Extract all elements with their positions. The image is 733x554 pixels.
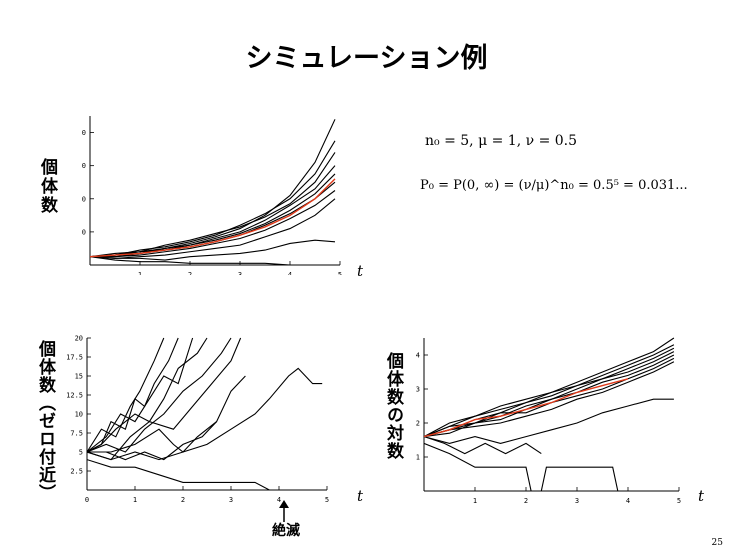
y-tick-label: 60 (82, 162, 86, 170)
series-line-8 (90, 198, 336, 259)
series-line-6 (90, 181, 336, 258)
y-tick-label: 40 (82, 195, 86, 203)
series-line-9 (87, 421, 217, 461)
y-tick-label: 15 (75, 373, 83, 381)
y-tick-label: 12.5 (66, 392, 83, 400)
series-line-2 (424, 344, 675, 438)
series-line-5 (87, 337, 232, 453)
x-tick-label: 1 (133, 496, 137, 504)
series-line-10 (90, 256, 300, 265)
x-tick-label: 3 (238, 271, 242, 275)
series-line-7 (90, 190, 336, 258)
y-tick-label: 5 (79, 449, 83, 457)
series-line-11 (90, 178, 336, 258)
series-line-11 (424, 378, 629, 438)
series-line-2 (87, 337, 179, 453)
x-tick-label: 4 (288, 271, 292, 275)
chart-population-near-zero: 0 1 2 3 4 5 2.5 5 7.5 10 12.5 15 17.5 20 (66, 335, 329, 505)
x-tick-label: 1 (138, 271, 142, 275)
x-tick-label: 2 (188, 271, 192, 275)
chart3-ylabel-text: 個体数の対数 (383, 352, 403, 460)
params-text: n₀ = 5, μ = 1, ν = 0.5 (425, 133, 578, 149)
page-number: 25 (711, 538, 723, 548)
chart3-xlabel: t (698, 487, 705, 505)
series-line-1 (87, 337, 165, 453)
series-line-8 (87, 367, 323, 461)
chart2-ylabel-text: 個体数（ゼロ付近） (35, 340, 55, 502)
x-tick-label: 2 (181, 496, 185, 504)
x-tick-label: 3 (229, 496, 233, 504)
y-tick-label: 2.5 (70, 468, 83, 476)
arrow-up-icon (279, 500, 289, 522)
x-tick-label: 2 (524, 497, 528, 505)
y-tick-label: 80 (82, 129, 86, 137)
y-tick-label: 2 (416, 420, 420, 428)
x-tick-label: 3 (575, 497, 579, 505)
chart2-ylabel: 個体数（ゼロ付近） (35, 340, 55, 502)
y-tick-label: 1 (416, 454, 420, 462)
x-tick-label: 0 (85, 496, 89, 504)
extinction-probability-formula: P₀ = P(0, ∞) = (ν/μ)^n₀ = 0.5⁵ = 0.031..… (420, 178, 688, 193)
x-tick-label: 4 (277, 496, 281, 504)
x-tick-label: 5 (325, 496, 329, 504)
series-line-2 (90, 140, 336, 258)
series-line-5 (424, 354, 675, 438)
chart-log-population: 1 2 3 4 5 1 2 3 4 (416, 337, 681, 505)
slide-title: シミュレーション例 (245, 43, 488, 74)
y-tick-label: 20 (75, 335, 83, 343)
series-line-3 (87, 337, 194, 453)
series-line-4 (90, 165, 336, 258)
chart1-xlabel: t (357, 262, 364, 280)
extinction-label: 絶滅 (272, 523, 300, 539)
y-tick-label: 7.5 (70, 430, 83, 438)
x-tick-label: 5 (677, 497, 681, 505)
y-tick-label: 3 (416, 386, 420, 394)
series-line-9 (90, 239, 336, 261)
y-tick-label: 4 (416, 352, 420, 360)
series-line-8 (424, 398, 674, 444)
x-tick-label: 5 (338, 271, 342, 275)
series-line-1 (424, 337, 675, 438)
series-line-9 (424, 436, 542, 455)
chart1-ylabel: 個体数 (37, 158, 57, 215)
series-line-7 (424, 361, 675, 438)
y-tick-label: 17.5 (66, 354, 83, 362)
chart1-ylabel-text: 個体数 (37, 158, 57, 215)
x-tick-label: 1 (473, 497, 477, 505)
y-tick-label: 10 (75, 411, 83, 419)
series-line-10 (87, 459, 284, 490)
series-line-6 (87, 337, 242, 461)
series-line-10 (424, 442, 619, 491)
chart3-ylabel: 個体数の対数 (383, 352, 403, 460)
y-tick-label: 20 (82, 228, 86, 236)
series-line-4 (424, 351, 675, 438)
x-tick-label: 4 (626, 497, 630, 505)
series-line-7 (87, 375, 246, 453)
chart-population: 1 2 3 4 5 20 40 60 80 (82, 116, 342, 275)
chart2-xlabel: t (357, 487, 364, 505)
